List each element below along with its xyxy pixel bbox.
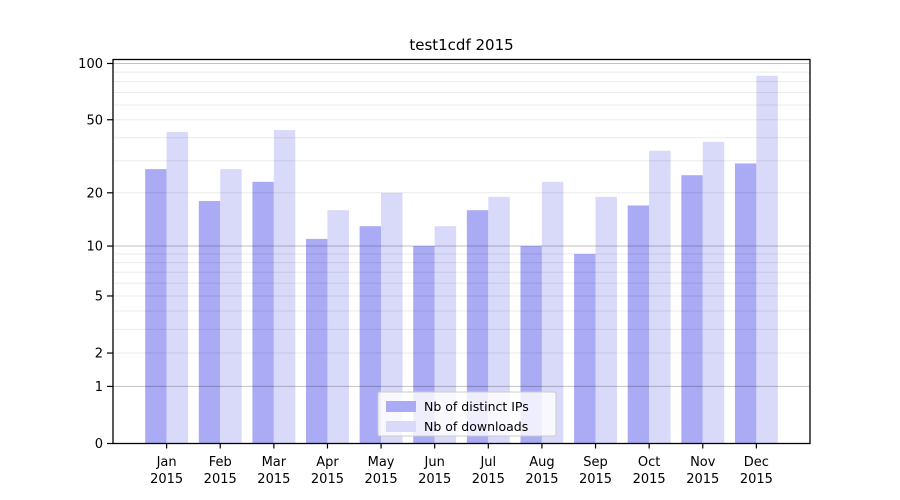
legend-label-downloads: Nb of downloads xyxy=(424,419,528,434)
legend-box xyxy=(377,391,557,437)
x-tick-label-month: Jul xyxy=(479,455,496,470)
legend-swatch-downloads xyxy=(386,421,416,432)
legend-swatch-distinct-ips xyxy=(386,401,416,412)
chart-title: test1cdf 2015 xyxy=(409,36,514,54)
x-tick-label-month: May xyxy=(368,455,395,470)
y-tick-label: 5 xyxy=(95,290,103,305)
x-tick-label-month: Dec xyxy=(744,455,769,470)
bar-downloads-jan xyxy=(166,131,189,444)
bar-downloads-may xyxy=(381,192,403,444)
x-tick-label-month: Jan xyxy=(156,455,177,470)
bar-downloads-mar xyxy=(273,130,296,444)
bar-distinct-ips-sep xyxy=(574,253,596,444)
bar-distinct-ips-nov xyxy=(681,175,703,444)
bar-downloads-feb xyxy=(220,169,242,444)
bar-distinct-ips-apr xyxy=(306,238,328,444)
x-tick-label-year: 2015 xyxy=(150,472,183,487)
x-tick-label-year: 2015 xyxy=(311,472,344,487)
bar-downloads-apr xyxy=(327,210,349,444)
plot-border xyxy=(112,58,811,445)
x-tick-label-year: 2015 xyxy=(365,472,398,487)
legend-label-distinct-ips: Nb of distinct IPs xyxy=(424,399,529,414)
y-tick-label: 50 xyxy=(86,113,103,128)
x-tick-label-month: Sep xyxy=(583,455,608,470)
y-tick-label: 20 xyxy=(86,186,103,201)
y-tick-label: 1 xyxy=(95,380,103,395)
x-tick-label-month: Apr xyxy=(316,455,339,470)
x-tick-label-month: Jun xyxy=(424,455,445,470)
y-tick-label: 2 xyxy=(95,347,103,362)
x-tick-label-month: Feb xyxy=(209,455,232,470)
bar-distinct-ips-jan xyxy=(145,169,167,444)
x-tick-label-year: 2015 xyxy=(418,472,451,487)
bar-distinct-ips-feb xyxy=(198,201,221,444)
y-tick-label: 10 xyxy=(86,240,103,255)
x-tick-label-year: 2015 xyxy=(686,472,719,487)
bar-downloads-aug xyxy=(541,181,564,444)
bar-downloads-jul xyxy=(488,196,510,444)
bar-distinct-ips-jul xyxy=(466,210,489,444)
x-tick-label-year: 2015 xyxy=(579,472,612,487)
bar-downloads-jun xyxy=(434,226,457,444)
x-tick-label-year: 2015 xyxy=(257,472,290,487)
x-tick-label-year: 2015 xyxy=(204,472,237,487)
x-tick-label-month: Mar xyxy=(262,455,287,470)
bar-downloads-dec xyxy=(756,75,778,444)
bar-downloads-nov xyxy=(702,141,725,444)
bar-distinct-ips-oct xyxy=(627,205,650,444)
x-tick-label-year: 2015 xyxy=(740,472,773,487)
x-tick-label-month: Aug xyxy=(529,455,554,470)
bar-downloads-sep xyxy=(595,196,617,444)
y-tick-label: 0 xyxy=(95,437,103,452)
y-tick-label: 100 xyxy=(78,57,103,72)
x-tick-label-year: 2015 xyxy=(472,472,505,487)
x-tick-label-month: Nov xyxy=(690,455,716,470)
bar-distinct-ips-dec xyxy=(734,163,757,444)
bar-downloads-oct xyxy=(649,150,671,444)
x-tick-label-year: 2015 xyxy=(633,472,666,487)
bar-distinct-ips-mar xyxy=(252,181,274,444)
bar-distinct-ips-may xyxy=(359,226,382,444)
x-tick-label-year: 2015 xyxy=(525,472,558,487)
x-tick-label-month: Oct xyxy=(638,455,660,470)
